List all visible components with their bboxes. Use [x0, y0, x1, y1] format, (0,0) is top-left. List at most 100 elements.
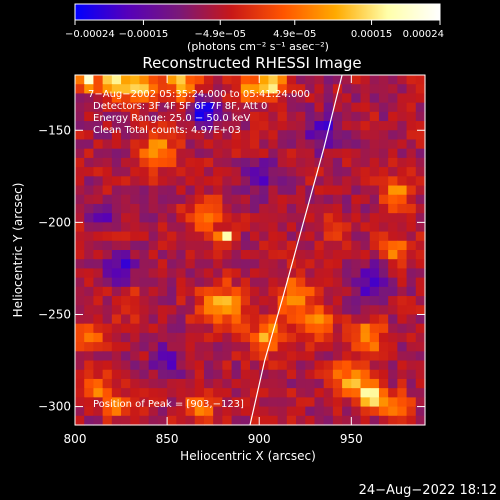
heatmap-cell — [93, 250, 104, 260]
heatmap-cell — [157, 176, 168, 187]
heatmap-cell — [406, 360, 417, 371]
heatmap-cell — [360, 259, 371, 270]
heatmap-cell — [222, 93, 233, 104]
heatmap-cell — [406, 305, 417, 316]
info-line-time: 7−Aug−2002 05:35:24.000 to 05:41:24.000 — [88, 89, 310, 100]
heatmap-cell — [139, 277, 150, 288]
heatmap-cell — [332, 222, 343, 233]
heatmap-cell — [415, 185, 426, 196]
solar-limb-curve — [249, 74, 343, 426]
heatmap-cell — [369, 148, 380, 159]
heatmap-cell — [406, 378, 417, 389]
heatmap-cell — [139, 323, 150, 334]
heatmap-cell — [259, 84, 270, 95]
heatmap-cell — [111, 332, 122, 343]
heatmap-cell — [231, 203, 242, 214]
heatmap-cell — [75, 203, 85, 214]
heatmap-cell — [102, 111, 113, 122]
heatmap-cell — [84, 194, 95, 205]
heatmap-cell — [213, 378, 223, 389]
heatmap-cell — [388, 305, 398, 316]
heatmap-cell — [305, 93, 316, 104]
heatmap-cell — [388, 397, 398, 408]
heatmap-cell — [194, 222, 205, 233]
heatmap-cell — [167, 305, 177, 316]
heatmap-cell — [406, 185, 417, 196]
heatmap-cell — [286, 286, 297, 297]
heatmap-cell — [75, 121, 85, 131]
heatmap-cell — [397, 194, 408, 205]
heatmap-cell — [323, 259, 334, 270]
heatmap-cell — [397, 406, 408, 417]
heatmap-cell — [351, 240, 362, 251]
heatmap-cell — [388, 84, 398, 95]
heatmap-cell — [102, 286, 113, 297]
heatmap-cell — [296, 93, 306, 104]
heatmap-cell — [213, 176, 223, 187]
heatmap-cell — [157, 167, 168, 177]
heatmap-cell — [203, 323, 214, 334]
heatmap-cell — [360, 268, 371, 279]
heatmap-cell — [406, 268, 417, 279]
heatmap-cell — [314, 277, 325, 288]
heatmap-cell — [213, 286, 223, 297]
heatmap-cell — [185, 102, 196, 113]
heatmap-cell — [203, 286, 214, 297]
heatmap-cell — [314, 231, 325, 242]
heatmap-cell — [314, 121, 325, 131]
heatmap-cell — [130, 305, 141, 316]
heatmap-cell — [332, 213, 343, 223]
heatmap-cell — [240, 378, 251, 389]
heatmap-cell — [148, 286, 159, 297]
solar-limb-line — [249, 74, 343, 426]
heatmap-cell — [388, 75, 398, 85]
heatmap-cell — [167, 75, 177, 85]
heatmap-cell — [185, 121, 196, 131]
heatmap-cell — [360, 213, 371, 223]
heatmap-cell — [286, 213, 297, 223]
heatmap-cell — [102, 415, 113, 426]
heatmap-cell — [167, 176, 177, 187]
heatmap-cell — [222, 75, 233, 85]
y-tick-label: −150 — [38, 123, 71, 137]
heatmap-cell — [213, 194, 223, 205]
heatmap-cell — [167, 268, 177, 279]
heatmap-cell — [139, 397, 150, 408]
heatmap-cell — [332, 75, 343, 85]
heatmap-cell — [332, 231, 343, 242]
heatmap-cell — [314, 351, 325, 362]
heatmap-cell — [84, 305, 95, 316]
heatmap-cell — [268, 268, 279, 279]
heatmap-cell — [397, 102, 408, 113]
heatmap-cell — [111, 111, 122, 122]
heatmap-cell — [314, 388, 325, 398]
heatmap-cell — [231, 102, 242, 113]
heatmap-cell — [296, 167, 306, 177]
heatmap-cell — [277, 222, 288, 233]
heatmap-cell — [268, 130, 279, 141]
heatmap-cell — [213, 388, 223, 398]
heatmap-cell — [351, 84, 362, 95]
heatmap-cell — [351, 102, 362, 113]
heatmap-cell — [222, 157, 233, 168]
heatmap-cell — [332, 157, 343, 168]
heatmap-cell — [240, 111, 251, 122]
heatmap-cell — [259, 314, 270, 325]
heatmap-cell — [93, 231, 104, 242]
heatmap-cell — [388, 185, 398, 196]
heatmap-cell — [397, 93, 408, 104]
heatmap-cell — [203, 84, 214, 95]
heatmap-cell — [378, 222, 389, 233]
heatmap-cell — [176, 305, 187, 316]
heatmap-cell — [240, 286, 251, 297]
heatmap-cell — [250, 121, 260, 131]
heatmap-cell — [277, 203, 288, 214]
heatmap-cell — [268, 222, 279, 233]
heatmap-cell — [360, 194, 371, 205]
heatmap-cell — [369, 250, 380, 260]
heatmap-cell — [296, 406, 306, 417]
heatmap-cell — [148, 406, 159, 417]
heatmap-cell — [388, 314, 398, 325]
heatmap-cell — [378, 231, 389, 242]
heatmap-cell — [102, 157, 113, 168]
